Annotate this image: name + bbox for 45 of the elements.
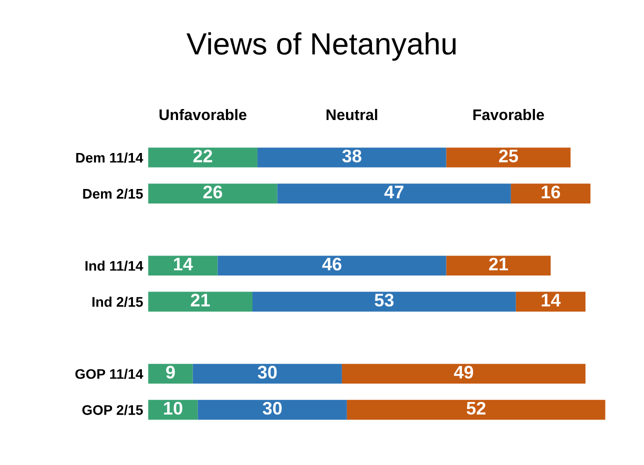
data-label: 47 [384, 186, 404, 198]
bar [257, 148, 446, 168]
data-label: 52 [466, 402, 486, 415]
data-label: 14 [542, 294, 561, 306]
bar [446, 148, 571, 168]
bar [510, 184, 590, 204]
data-label: 21 [190, 294, 210, 306]
y-tick-label: GOP 2/15 [82, 404, 143, 416]
bar [192, 364, 342, 384]
bar [198, 400, 347, 420]
data-label: 14 [174, 258, 193, 270]
bar [446, 256, 551, 276]
data-label: 9 [166, 366, 175, 379]
data-label: 21 [489, 258, 508, 270]
y-tick-label: Ind 2/15 [92, 296, 143, 307]
bar [148, 364, 193, 384]
bar [148, 256, 218, 276]
data-label: 10 [164, 402, 182, 415]
y-tick-label: GOP 11/14 [75, 368, 144, 380]
data-label: 46 [322, 258, 342, 270]
y-tick-label: Dem 2/15 [83, 188, 143, 199]
chart-title: Views of Netanyahu [186, 32, 456, 61]
series-label: Unfavorable [160, 108, 246, 120]
data-label: 22 [193, 150, 212, 162]
bar [342, 364, 586, 384]
data-label: 53 [374, 294, 394, 307]
data-label: 30 [262, 402, 282, 415]
data-label: 25 [499, 150, 518, 162]
data-label: 49 [454, 366, 474, 379]
series-label: Favorable [473, 108, 544, 120]
bar [148, 184, 278, 204]
data-label: 38 [342, 150, 362, 162]
y-tick-label: Dem 11/14 [76, 152, 144, 163]
y-tick-label: Ind 11/14 [86, 260, 144, 271]
bar [148, 292, 252, 312]
data-label: 30 [258, 366, 277, 379]
bar [346, 400, 606, 420]
series-label: Neutral [326, 108, 378, 120]
bar [218, 256, 446, 276]
bar [277, 184, 511, 204]
bar [252, 292, 516, 312]
bar [148, 148, 258, 168]
data-label: 26 [203, 186, 222, 198]
data-label: 16 [542, 186, 560, 198]
bar [516, 292, 586, 312]
